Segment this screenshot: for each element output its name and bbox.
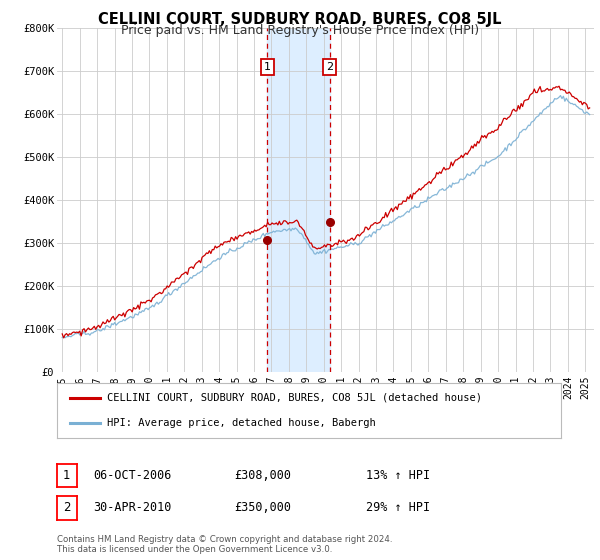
Text: Contains HM Land Registry data © Crown copyright and database right 2024.: Contains HM Land Registry data © Crown c…	[57, 535, 392, 544]
Text: 06-OCT-2006: 06-OCT-2006	[93, 469, 172, 482]
Text: 1: 1	[264, 62, 271, 72]
Text: 13% ↑ HPI: 13% ↑ HPI	[366, 469, 430, 482]
Text: 30-APR-2010: 30-APR-2010	[93, 501, 172, 515]
Text: CELLINI COURT, SUDBURY ROAD, BURES, CO8 5JL: CELLINI COURT, SUDBURY ROAD, BURES, CO8 …	[98, 12, 502, 27]
Text: £308,000: £308,000	[234, 469, 291, 482]
Text: HPI: Average price, detached house, Babergh: HPI: Average price, detached house, Babe…	[107, 418, 376, 428]
Text: £350,000: £350,000	[234, 501, 291, 515]
Text: 2: 2	[326, 62, 333, 72]
Text: This data is licensed under the Open Government Licence v3.0.: This data is licensed under the Open Gov…	[57, 545, 332, 554]
Text: Price paid vs. HM Land Registry's House Price Index (HPI): Price paid vs. HM Land Registry's House …	[121, 24, 479, 37]
Bar	[268, 28, 329, 372]
Text: 29% ↑ HPI: 29% ↑ HPI	[366, 501, 430, 515]
Text: CELLINI COURT, SUDBURY ROAD, BURES, CO8 5JL (detached house): CELLINI COURT, SUDBURY ROAD, BURES, CO8 …	[107, 393, 482, 403]
Text: 2: 2	[63, 501, 71, 515]
Text: 1: 1	[63, 469, 71, 482]
